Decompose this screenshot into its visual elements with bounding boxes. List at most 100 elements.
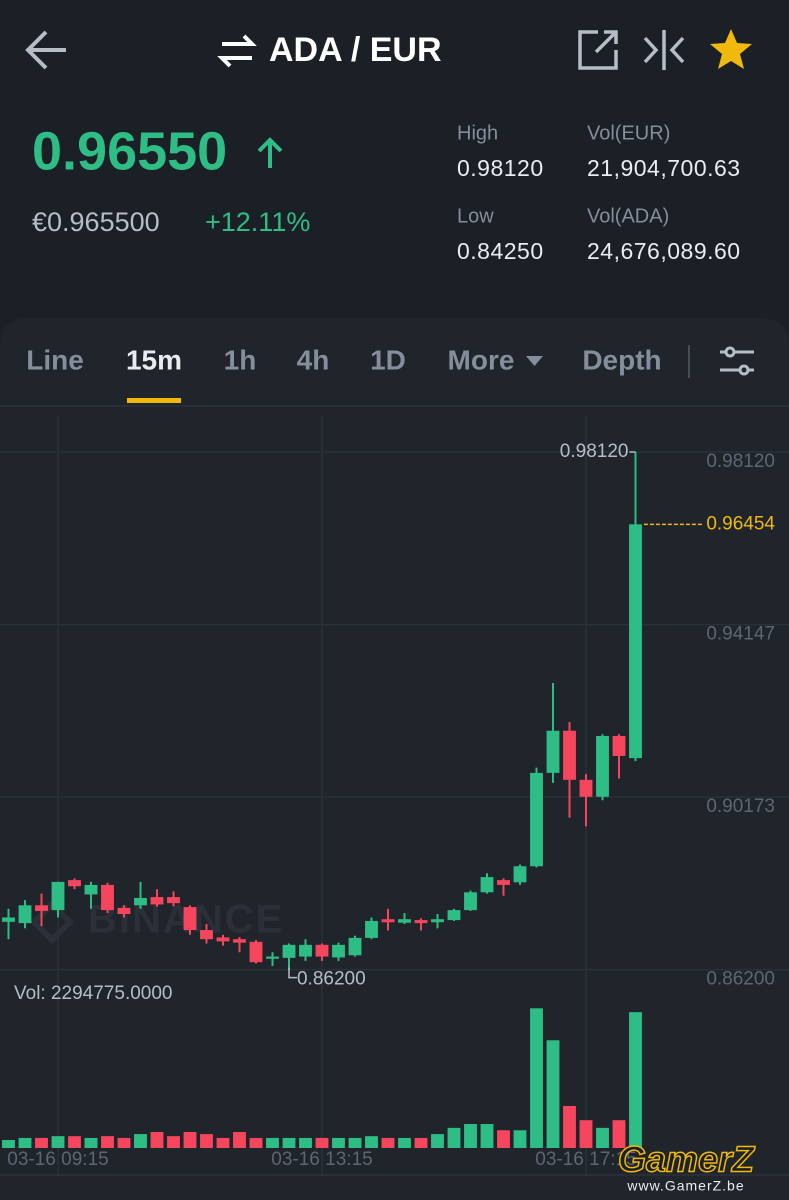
volume-bar — [315, 1137, 329, 1148]
volume-bar — [200, 1134, 213, 1148]
tab[interactable]: Depth — [582, 344, 661, 375]
candle-body — [332, 944, 345, 958]
volume-bar — [233, 1132, 246, 1148]
x-tick-label: 03-16 13:15 — [271, 1149, 372, 1170]
tab[interactable]: 1h — [224, 344, 257, 375]
volume-label: Vol: 2294775.0000 — [14, 983, 173, 1004]
candle-body — [398, 919, 411, 923]
volume-bar — [530, 1008, 543, 1148]
volume-bar — [216, 1137, 230, 1148]
external-icon[interactable] — [578, 30, 618, 70]
tab[interactable]: 15m — [126, 344, 182, 375]
volume-bar — [101, 1136, 114, 1148]
volume-bar — [35, 1137, 48, 1148]
volume-bar — [497, 1130, 510, 1148]
stats: High 0.98120 Vol(EUR) 21,904,700.63 Low 0.842… — [457, 122, 741, 264]
y-tick-label: 0.98120 — [706, 451, 775, 472]
candle-body — [117, 907, 131, 915]
volume-bar — [365, 1136, 378, 1148]
tab-indicator — [127, 398, 181, 403]
site-watermark: GamerZ — [618, 1139, 756, 1180]
candle-body — [629, 524, 642, 759]
volume-bar — [612, 1120, 626, 1148]
candle-body — [216, 937, 230, 942]
volume-bar — [51, 1136, 65, 1148]
candle-body — [266, 956, 279, 959]
candle-body — [51, 881, 65, 911]
settings-knob — [738, 364, 750, 376]
volume-bar — [84, 1137, 98, 1148]
volume-bar — [579, 1120, 593, 1148]
last-price-label: 0.96454 — [706, 513, 775, 534]
volume-bar — [282, 1137, 296, 1148]
candle-body — [464, 892, 477, 911]
candle-body — [381, 919, 395, 923]
back-button[interactable] — [25, 30, 66, 70]
last-price: 0.96550 — [32, 121, 227, 181]
candle-body — [101, 884, 114, 911]
volume-bar — [381, 1137, 395, 1148]
volume-bar — [68, 1136, 81, 1148]
low-marker-line — [288, 967, 297, 979]
candle-body — [134, 897, 147, 906]
stat-label: Vol(EUR) — [587, 122, 670, 144]
tab[interactable]: More — [448, 344, 515, 375]
candle-body — [530, 772, 543, 867]
candle-body — [546, 730, 560, 773]
volume-bar — [117, 1137, 131, 1148]
volume-bar — [183, 1132, 197, 1148]
swap-icon[interactable] — [217, 34, 257, 68]
tabs: Line 15m 1h 4h 1D More Depth — [26, 344, 662, 403]
candle-body — [447, 910, 461, 921]
volume-bar — [398, 1137, 411, 1148]
dropdown-caret — [526, 356, 543, 366]
x-tick-label: 03-16 17:15 — [535, 1149, 636, 1170]
volume-bar — [563, 1105, 576, 1148]
volume-bar — [464, 1124, 477, 1148]
candle-body — [497, 880, 510, 885]
compare-icon[interactable] — [643, 30, 685, 70]
settings-knob — [724, 346, 736, 358]
y-tick-label: 0.94147 — [706, 624, 775, 645]
volume-bar — [513, 1130, 527, 1148]
stat-value: 0.98120 — [457, 155, 544, 181]
tab[interactable]: 4h — [297, 344, 330, 375]
favorite-star[interactable] — [710, 29, 752, 69]
candle-body — [200, 930, 213, 940]
candle-body — [84, 884, 98, 895]
candle-body — [299, 944, 312, 957]
exchange-logo — [29, 899, 75, 945]
candle-body — [513, 866, 527, 883]
candle-body — [414, 920, 428, 924]
volume-bar — [134, 1134, 147, 1148]
high-marker-label: 0.98120 — [560, 441, 629, 462]
candle-body — [563, 730, 576, 780]
candle-body — [68, 880, 81, 887]
volume-bar — [299, 1137, 312, 1148]
candle-body — [2, 917, 15, 922]
fiat-price: €0.965500 — [32, 207, 160, 237]
volume-bar — [2, 1140, 15, 1148]
candle-body — [480, 877, 494, 893]
price-change: +12.11% — [205, 207, 310, 237]
candle-body — [596, 735, 609, 797]
candle-body — [365, 920, 378, 938]
volume-bar — [480, 1124, 494, 1148]
stat-label: High — [457, 122, 498, 144]
candle-body — [348, 937, 362, 956]
candle-body — [18, 905, 32, 924]
tab[interactable]: Line — [26, 344, 84, 375]
candle-body — [579, 779, 593, 797]
volume-bar — [18, 1137, 32, 1148]
stat-value: 0.84250 — [457, 238, 544, 264]
stat-label: Vol(ADA) — [587, 205, 669, 227]
candle-body — [431, 919, 444, 923]
y-tick-label: 0.86200 — [706, 969, 775, 990]
volume-bar — [332, 1137, 345, 1148]
volume-bar — [629, 1012, 642, 1148]
tab[interactable]: 1D — [370, 344, 406, 375]
stat-value: 24,676,089.60 — [587, 238, 741, 264]
chart-panel — [0, 318, 789, 1200]
